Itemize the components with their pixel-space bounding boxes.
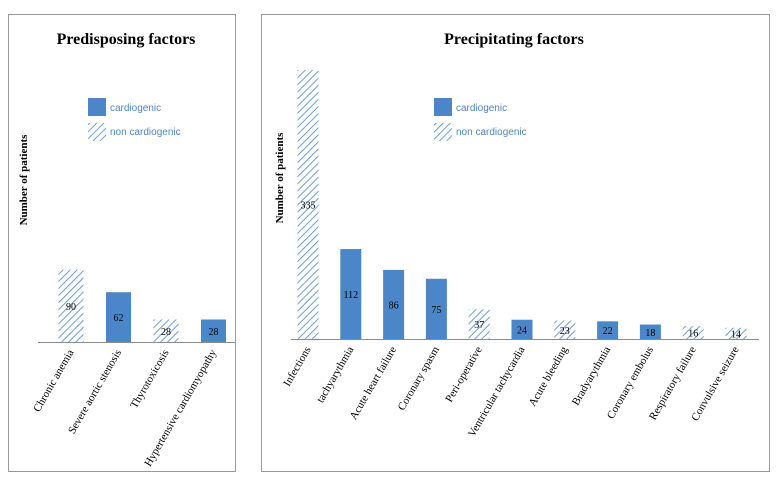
legend-label-non-cardiogenic: non cardiogenic <box>456 127 527 138</box>
legend-precipitating: cardiogenic non cardiogenic <box>434 98 527 141</box>
bar-infections <box>297 70 319 339</box>
legend-predisposing: cardiogenic non cardiogenic <box>88 98 181 141</box>
data-label-coronary-spasm: 75 <box>431 305 441 316</box>
data-label-infections: 335 <box>301 201 316 212</box>
category-label-acute-heart-failure: Acute heart failure <box>348 344 400 422</box>
category-label-bradyarythmia: Bradyarythmia <box>570 344 613 407</box>
legend-swatch-non-cardiogenic <box>88 123 106 141</box>
bar-respiratory-failure <box>682 326 704 339</box>
category-label-coronary-spasm: Coronary spasm <box>396 344 443 413</box>
legend-label-non-cardiogenic: non cardiogenic <box>110 127 181 138</box>
bar-acute-heart-failure <box>383 269 405 339</box>
category-label-infections: Infections <box>281 345 313 389</box>
plot-predisposing: 90 Chronic anemia 62 Severe aortic stenosis… <box>31 269 235 469</box>
category-label-acute-bleeding: Acute bleeding <box>527 344 571 408</box>
data-label-severe-aortic-stenosis: 62 <box>114 313 124 324</box>
data-label-acute-bleeding: 23 <box>560 326 570 337</box>
data-label-ventricular-tachycardia: 24 <box>517 325 527 336</box>
bar-tachyarythmia <box>340 249 362 339</box>
data-label-coronary-embolus: 18 <box>645 328 655 339</box>
data-label-convulsive-seizure: 14 <box>731 329 741 340</box>
chart-title-precipitating: Precipitating factors <box>444 31 584 48</box>
data-label-respiratory-failure: 16 <box>688 329 698 340</box>
panel-precipitating-frame <box>261 14 770 472</box>
chart-title-predisposing: Predisposing factors <box>57 31 196 48</box>
legend-label-cardiogenic: cardiogenic <box>110 103 161 114</box>
bar-coronary-embolus <box>639 324 661 339</box>
category-label-tachyarythmia: tachyarythmia <box>315 344 357 405</box>
bar-thyrotoxicosis <box>153 319 179 342</box>
bar-hypertensive-cardiomyopathy <box>201 319 226 342</box>
data-label-peri-operative: 37 <box>474 320 484 331</box>
legend-swatch-cardiogenic <box>88 98 106 116</box>
legend-label-cardiogenic: cardiogenic <box>456 103 507 114</box>
legend-swatch-cardiogenic <box>434 98 452 116</box>
legend-swatch-non-cardiogenic <box>434 123 452 141</box>
bar-acute-bleeding <box>554 320 576 339</box>
category-label-coronary-embolus: Coronary embolus <box>605 345 656 422</box>
bar-coronary-spasm <box>425 278 447 339</box>
bar-chronic-anemia <box>58 269 84 342</box>
y-axis-label-predisposing: Number of patients <box>18 134 30 226</box>
category-label-severe-aortic-stenosis: Severe aortic stenosis <box>66 348 124 437</box>
bar-ventricular-tachycardia <box>511 319 533 339</box>
data-label-thyrotoxicosis: 28 <box>161 327 171 338</box>
category-label-chronic-anemia: Chronic anemia <box>31 347 76 414</box>
category-label-thyrotoxicosis: Thyrotoxicosis <box>128 348 171 411</box>
data-label-tachyarythmia: 112 <box>343 290 358 301</box>
data-label-chronic-anemia: 90 <box>66 302 76 313</box>
bar-severe-aortic-stenosis <box>106 292 131 342</box>
panel-predisposing-frame <box>8 14 236 472</box>
bar-convulsive-seizure <box>725 327 747 339</box>
data-label-acute-heart-failure: 86 <box>389 300 399 311</box>
plot-precipitating: 335 Infections 112 tachyarythmia 86 Acute hea… <box>281 70 759 439</box>
data-label-bradyarythmia: 22 <box>603 326 613 337</box>
category-label-convulsive-seizure: Convulsive seizure <box>689 344 741 423</box>
y-axis-label-precipitating: Number of patients <box>274 132 286 224</box>
category-label-respiratory-failure: Respiratory failure <box>647 344 699 422</box>
bar-bradyarythmia <box>597 321 619 339</box>
bar-peri-operative <box>468 309 490 339</box>
category-label-peri-operative: Peri-operative <box>443 344 485 404</box>
data-label-hypertensive-cardiomyopathy: 28 <box>209 327 219 338</box>
